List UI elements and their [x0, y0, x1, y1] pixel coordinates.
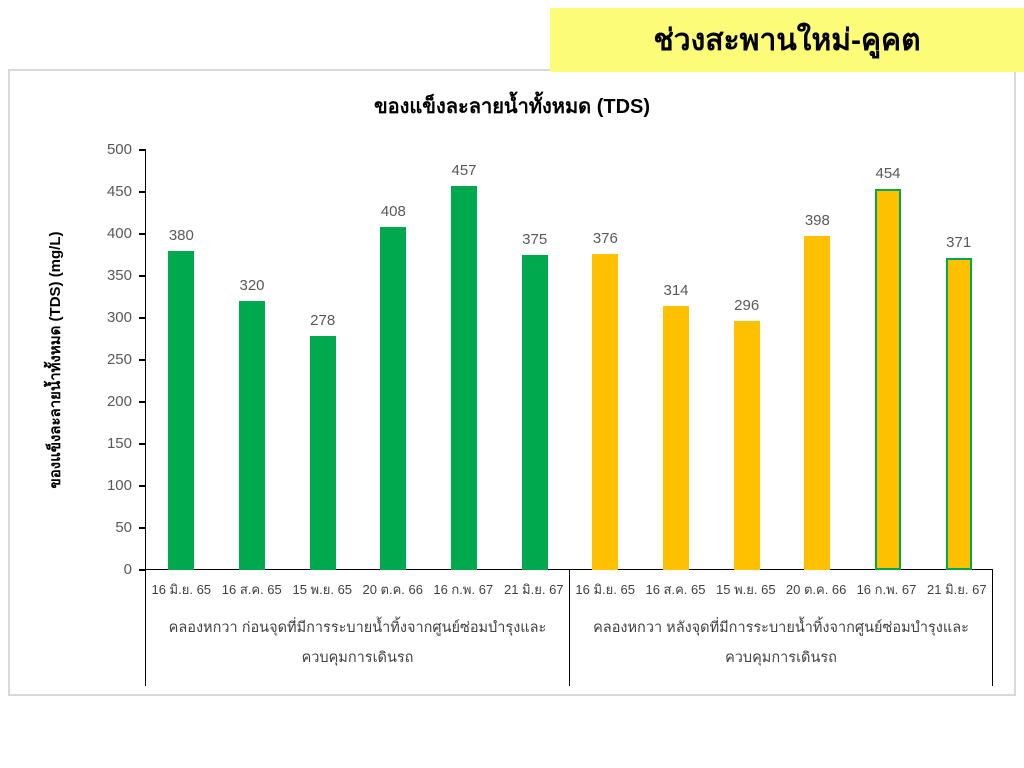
- y-axis-tick-label: 300: [106, 309, 132, 326]
- date-labels-row: 16 มิ.ย. 65 16 ส.ค. 65 15 พ.ย. 65 20 ต.ค. 6…: [146, 570, 569, 608]
- y-axis-tick: [139, 191, 146, 193]
- y-axis-tick-label: 400: [106, 225, 132, 242]
- bar: [451, 186, 477, 570]
- axis-group-cell: 16 มิ.ย. 65 16 ส.ค. 65 15 พ.ย. 65 20 ต.ค. 6…: [569, 570, 992, 686]
- bar: [521, 255, 548, 570]
- bar-value-label: 296: [734, 297, 760, 315]
- chart-title: ของแข็งละลายน้ำทั้งหมด (TDS): [373, 96, 651, 118]
- plot-area: 0 50 100 150 200 250 300 350 400 450 500 380 320 278 4…: [107, 141, 993, 578]
- group-label: คลองหกวา ก่อนจุดที่มีการระบายน้ำทิ้งจากศ…: [168, 620, 547, 666]
- y-axis-tick-label: 200: [106, 393, 132, 410]
- y-axis-tick: [139, 317, 146, 319]
- bar-value-label: 454: [875, 164, 901, 182]
- y-axis-tick-label: 350: [106, 267, 132, 284]
- bar: [309, 336, 336, 570]
- y-axis-tick: [139, 233, 146, 235]
- y-axis-title: ของแข็งละลายน้ำทั้งหมด (TDS) (mg/L): [47, 231, 64, 489]
- y-axis-tick-label: 50: [115, 519, 132, 536]
- bar: [875, 188, 901, 570]
- bar: [592, 254, 619, 570]
- bar: [663, 306, 689, 570]
- y-axis-tick: [139, 485, 146, 487]
- date-label: 20 ต.ค. 66: [785, 581, 847, 597]
- y-axis-tick: [139, 359, 146, 361]
- bar: [733, 321, 760, 570]
- y-axis-tick: [139, 149, 146, 151]
- bar-value-label: 376: [592, 230, 618, 248]
- bar-value-label: 380: [168, 226, 194, 244]
- date-label: 21 มิ.ย. 67: [927, 581, 987, 597]
- date-label: 15 พ.ย. 65: [716, 581, 776, 597]
- bar-value-label: 375: [522, 231, 548, 248]
- bar-value-label: 398: [804, 211, 830, 229]
- bar-value-label: 278: [310, 312, 336, 330]
- section-banner: ช่วงสะพานใหม่-คูคต: [550, 8, 1024, 72]
- section-banner-title: ช่วงสะพานใหม่-คูคต: [653, 23, 921, 57]
- axis-group-cell: 16 มิ.ย. 65 16 ส.ค. 65 15 พ.ย. 65 20 ต.ค. 6…: [146, 570, 569, 686]
- y-axis-tick: [139, 401, 146, 403]
- y-axis-tick-label: 250: [106, 351, 132, 368]
- bar: [380, 227, 407, 570]
- bar: [239, 301, 265, 570]
- y-axis-tick-label: 100: [106, 477, 132, 494]
- y-axis-tick: [139, 527, 146, 529]
- chart-card: ของแข็งละลายน้ำทั้งหมด (TDS) ของแข็งละลา…: [8, 69, 1016, 696]
- group-label: คลองหกวา หลังจุดที่มีการระบายน้ำทิ้งจากศ…: [593, 620, 969, 666]
- date-label: 21 มิ.ย. 67: [503, 581, 564, 597]
- date-labels-row: 16 มิ.ย. 65 16 ส.ค. 65 15 พ.ย. 65 20 ต.ค. 6…: [570, 570, 992, 608]
- y-axis-tick-label: 450: [106, 183, 132, 200]
- date-label: 16 มิ.ย. 65: [151, 581, 212, 597]
- bar: [168, 250, 195, 570]
- bar: [945, 258, 972, 570]
- y-axis-tick: [139, 443, 146, 445]
- date-label: 16 ส.ค. 65: [645, 581, 706, 597]
- y-axis-tick-label: 150: [106, 435, 132, 452]
- bar-value-label: 320: [239, 277, 265, 295]
- date-label: 16 ก.พ. 67: [433, 581, 494, 597]
- y-axis-tick: [139, 275, 146, 277]
- y-axis-tick: [139, 569, 146, 571]
- bar-value-label: 457: [451, 162, 477, 180]
- y-axis-tick-label: 0: [123, 561, 132, 578]
- category-axis-table: 16 มิ.ย. 65 16 ส.ค. 65 15 พ.ย. 65 20 ต.ค. 6…: [145, 570, 993, 686]
- date-label: 16 ก.พ. 67: [856, 581, 917, 597]
- bar-value-label: 314: [663, 282, 689, 300]
- date-label: 16 มิ.ย. 65: [575, 581, 635, 597]
- bar-value-label: 408: [380, 203, 406, 221]
- date-label: 15 พ.ย. 65: [292, 581, 353, 597]
- bar-value-label: 371: [946, 234, 972, 252]
- date-label: 16 ส.ค. 65: [221, 581, 282, 597]
- date-label: 20 ต.ค. 66: [362, 581, 423, 597]
- y-axis-tick-label: 500: [106, 141, 132, 158]
- bar: [804, 235, 831, 570]
